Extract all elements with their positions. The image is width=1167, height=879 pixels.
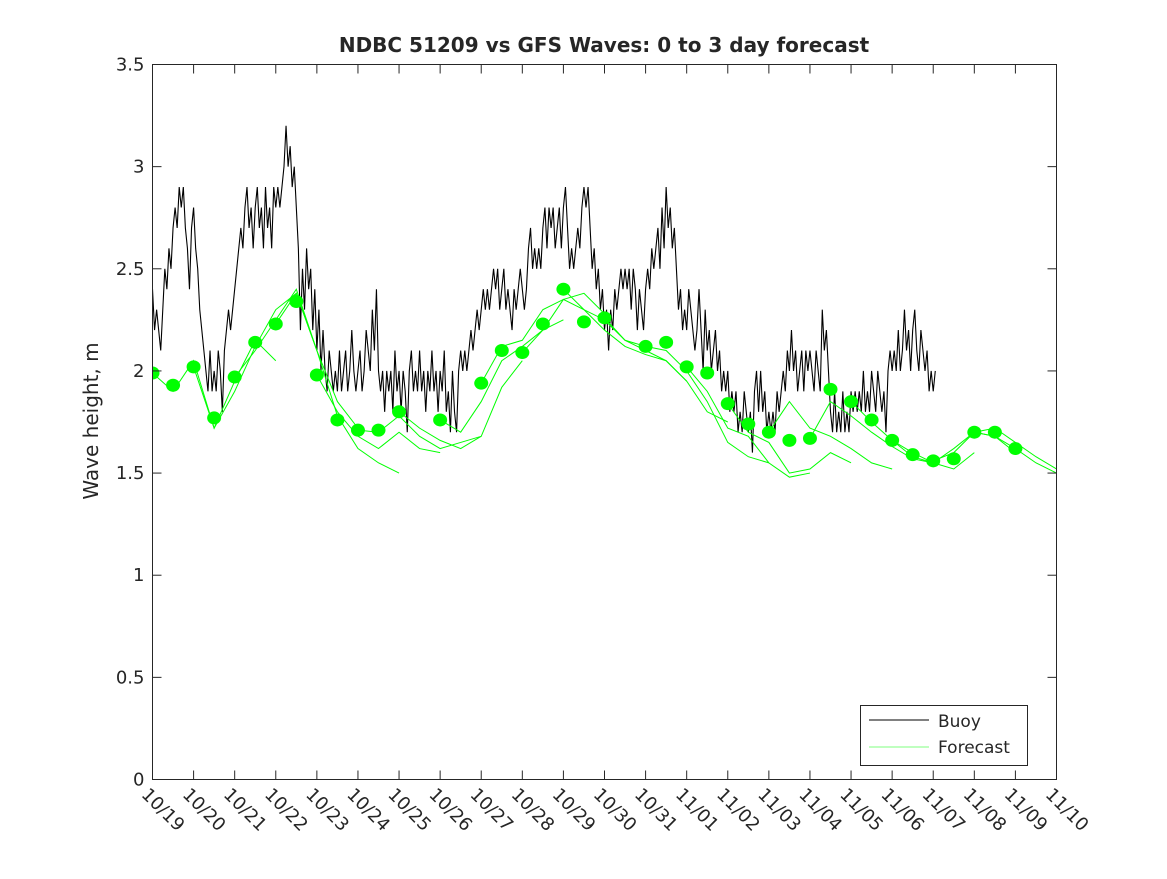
analysis-point xyxy=(207,411,222,425)
x-tick-label: 11/05 xyxy=(836,784,888,836)
analysis-point xyxy=(535,317,550,331)
x-tick-label: 10/28 xyxy=(507,784,559,836)
analysis-point xyxy=(350,423,365,437)
y-tick-label: 2.5 xyxy=(116,259,145,280)
analysis-point xyxy=(248,335,263,349)
analysis-point xyxy=(864,413,879,427)
analysis-point xyxy=(761,425,776,439)
analysis-point xyxy=(885,433,900,447)
x-tick-label: 11/02 xyxy=(712,784,764,836)
analysis-point xyxy=(152,366,160,380)
analysis-point xyxy=(802,431,817,445)
analysis-point xyxy=(515,346,530,360)
analysis-point xyxy=(720,397,735,411)
y-tick-label: 1.5 xyxy=(116,463,145,484)
analysis-point xyxy=(289,294,304,308)
analysis-point xyxy=(227,370,242,384)
analysis-point xyxy=(433,413,448,427)
analysis-point xyxy=(905,448,920,462)
legend-forecast-label: Forecast xyxy=(938,738,1010,758)
x-tick-label: 11/03 xyxy=(753,784,805,836)
y-tick-label: 2 xyxy=(133,361,144,382)
forecast-run-line xyxy=(768,400,893,470)
analysis-point xyxy=(166,378,181,392)
plot-area xyxy=(152,125,1057,478)
forecast-run-line xyxy=(193,292,318,430)
legend: Buoy Forecast xyxy=(860,705,1028,766)
analysis-point xyxy=(371,423,386,437)
forecast-run-line xyxy=(727,403,852,474)
x-tick-label: 10/19 xyxy=(137,784,189,836)
analysis-point xyxy=(700,366,715,380)
forecast-run-line xyxy=(686,366,811,478)
analysis-point xyxy=(926,454,941,468)
y-tick-label: 0.5 xyxy=(116,667,145,688)
chart-title: NDBC 51209 vs GFS Waves: 0 to 3 day fore… xyxy=(339,33,870,57)
analysis-point xyxy=(823,382,838,396)
x-tick-label: 10/23 xyxy=(301,784,353,836)
analysis-point xyxy=(1008,442,1023,456)
analysis-point xyxy=(309,368,324,382)
analysis-point xyxy=(556,282,571,296)
forecast-run-line xyxy=(645,345,770,464)
analysis-point xyxy=(638,339,653,353)
analysis-point xyxy=(330,413,345,427)
forecast-run-line xyxy=(234,288,359,429)
analysis-point xyxy=(782,433,797,447)
analysis-point xyxy=(474,376,489,390)
x-tick-label: 11/08 xyxy=(959,784,1011,836)
y-tick-label: 3.5 xyxy=(116,55,145,76)
analysis-point xyxy=(741,417,756,431)
x-tick-label: 10/26 xyxy=(425,784,477,836)
x-tick-label: 10/29 xyxy=(548,784,600,836)
legend-box xyxy=(860,705,1028,766)
forecast-run-line xyxy=(563,288,688,382)
analysis-point xyxy=(392,405,407,419)
buoy-series-line xyxy=(152,125,936,453)
analysis-point xyxy=(268,317,283,331)
analysis-point xyxy=(679,360,694,374)
y-tick-label: 3 xyxy=(133,157,144,178)
y-tick-label: 1 xyxy=(133,565,144,586)
analysis-point xyxy=(576,315,591,329)
analysis-point xyxy=(946,452,961,466)
x-tick-label: 10/20 xyxy=(178,784,230,836)
x-tick-label: 10/24 xyxy=(342,784,394,836)
analysis-point xyxy=(186,360,201,374)
analysis-point xyxy=(494,344,509,357)
legend-buoy-label: Buoy xyxy=(938,712,981,732)
analysis-point xyxy=(844,395,859,409)
analysis-point xyxy=(597,311,612,325)
x-tick-label: 10/22 xyxy=(260,784,312,836)
y-tick-label: 0 xyxy=(133,770,144,791)
x-tick-label: 10/21 xyxy=(219,784,271,836)
forecast-run-line xyxy=(316,374,441,454)
x-tick-label: 11/04 xyxy=(794,784,846,836)
y-axis-label: Wave height, m xyxy=(79,342,103,499)
analysis-point xyxy=(987,425,1002,439)
forecast-run-line xyxy=(604,317,728,423)
analysis-point xyxy=(967,425,982,439)
x-tick-label: 11/10 xyxy=(1041,784,1093,836)
x-tick-label: 11/01 xyxy=(671,784,723,836)
x-tick-label: 10/25 xyxy=(384,784,436,836)
axes-box xyxy=(152,64,1057,780)
x-tick-label: 11/06 xyxy=(877,784,929,836)
x-tick-label: 11/09 xyxy=(1000,784,1052,836)
analysis-point xyxy=(659,335,674,349)
x-tick-label: 10/27 xyxy=(466,784,518,836)
x-tick-label: 10/30 xyxy=(589,784,641,836)
x-tick-label: 10/31 xyxy=(630,784,682,836)
x-tick-label: 11/07 xyxy=(918,784,970,836)
forecast-run-line xyxy=(398,360,523,450)
